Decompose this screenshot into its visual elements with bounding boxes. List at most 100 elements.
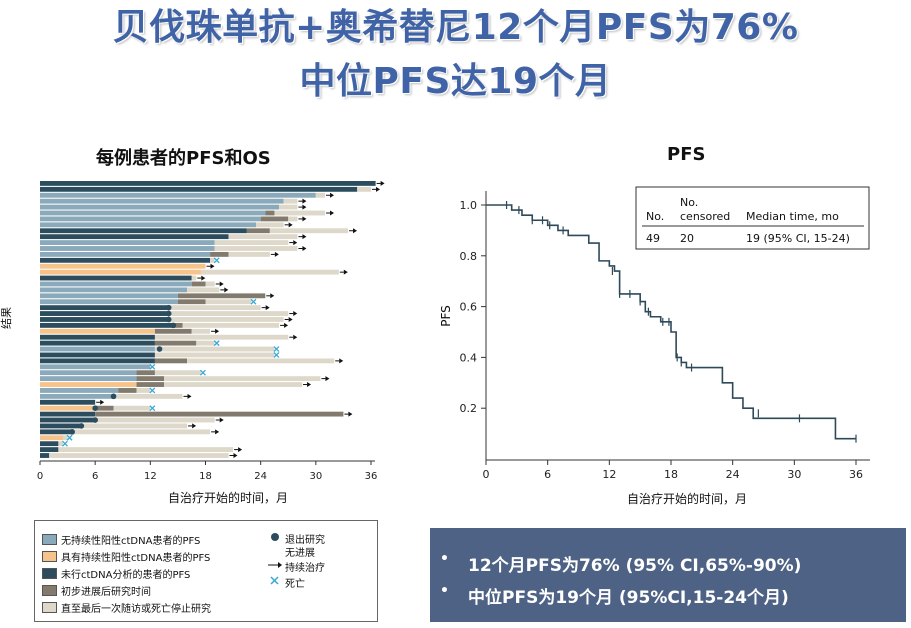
followup-bar xyxy=(357,186,371,192)
patient-row xyxy=(40,429,220,435)
followup-bar xyxy=(214,246,298,251)
swimmer-x-tick-label: 30 xyxy=(309,471,322,482)
patient-row xyxy=(40,251,279,257)
pfs-bar xyxy=(40,358,155,364)
pfs-bar xyxy=(40,281,192,287)
pfs-bar xyxy=(40,305,169,311)
followup-bar xyxy=(191,328,211,334)
post-progression-bar xyxy=(154,358,188,364)
pfs-bar xyxy=(40,181,376,186)
pfs-bar xyxy=(40,234,229,240)
ongoing-arrow xyxy=(288,316,293,322)
pfs-bar xyxy=(40,275,192,281)
post-progression-bar xyxy=(136,370,155,376)
ongoing-arrow xyxy=(307,382,312,388)
ongoing-arrow xyxy=(293,311,298,317)
patient-row xyxy=(40,269,348,275)
followup-bar xyxy=(58,447,234,453)
withdrawn-marker xyxy=(110,393,117,400)
ongoing-arrow xyxy=(302,245,307,251)
swimmer-chart-title: 每例患者的PFS和OS xyxy=(96,148,271,169)
swimmer-x-tick-label: 0 xyxy=(37,471,43,482)
post-progression-bar xyxy=(177,293,266,299)
patient-row xyxy=(40,222,293,228)
ongoing-arrow xyxy=(330,192,335,198)
patient-row xyxy=(40,298,257,305)
legend-swatch-neg xyxy=(42,534,57,545)
pfs-bar xyxy=(40,346,155,352)
withdrawn-marker xyxy=(165,316,172,323)
legend-label-post: 初步进展后研究时间 xyxy=(61,587,151,598)
patient-row xyxy=(40,210,335,216)
patient-row xyxy=(40,440,68,447)
followup-bar xyxy=(187,287,220,293)
patient-row xyxy=(40,376,330,382)
followup-bar xyxy=(210,257,215,263)
ongoing-arrow xyxy=(302,198,307,204)
followup-bar xyxy=(113,405,151,411)
legend-marker-withdrawn-2: 无进展 xyxy=(285,544,315,559)
followup-bar xyxy=(274,210,326,216)
death-marker xyxy=(213,340,220,347)
patient-row xyxy=(40,393,192,399)
ongoing-arrow xyxy=(353,228,358,234)
legend-label-pos: 具有持续性阳性ctDNA患者的PFS xyxy=(61,553,211,564)
patient-row xyxy=(40,423,197,429)
post-progression-bar xyxy=(177,299,206,305)
patient-row xyxy=(40,351,280,358)
ongoing-arrow xyxy=(210,263,215,269)
followup-bar xyxy=(191,275,197,281)
withdrawn-marker xyxy=(156,346,163,352)
pfs-bar xyxy=(40,382,137,387)
patient-row xyxy=(40,399,105,405)
ongoing-arrow xyxy=(215,429,220,435)
ongoing-arrow xyxy=(265,305,270,311)
ongoing-arrow xyxy=(293,240,298,246)
followup-bar xyxy=(154,346,275,352)
km-curve-pfs xyxy=(486,204,856,440)
followup-bar xyxy=(279,204,298,210)
km-x-tick-label: 24 xyxy=(726,468,740,481)
followup-bar xyxy=(154,334,289,340)
ongoing-arrow xyxy=(288,222,293,228)
legend-marker-ongoing: 持续治疗 xyxy=(285,559,325,574)
patient-row xyxy=(40,346,280,353)
legend-item-neg: 无持续性阳性ctDNA患者的PFS xyxy=(42,532,200,547)
legend-marker-withdrawn-label2: 无进展 xyxy=(285,548,315,559)
withdrawn-marker xyxy=(92,417,98,423)
patient-row xyxy=(40,180,385,186)
legend-label-na: 未行ctDNA分析的患者的PFS xyxy=(61,570,191,581)
km-inset-table xyxy=(635,186,870,250)
followup-bar xyxy=(228,251,270,257)
ongoing-arrow xyxy=(376,186,380,192)
swimmer-xlabel: 自治疗开始的时间，月 xyxy=(168,490,288,505)
patient-row xyxy=(40,453,238,459)
death-marker xyxy=(149,405,156,412)
x-mark-icon xyxy=(270,576,279,585)
km-x-tick-label: 18 xyxy=(664,468,678,481)
followup-bar xyxy=(136,388,151,393)
followup-bar xyxy=(182,322,280,328)
post-progression-bar xyxy=(154,340,197,346)
legend-marker-withdrawn-label: 退出研究 xyxy=(285,535,325,546)
patient-row xyxy=(40,192,335,198)
post-progression-bar xyxy=(210,251,229,257)
pfs-bar xyxy=(40,263,206,269)
ongoing-arrow xyxy=(270,293,275,299)
patient-row xyxy=(40,275,206,281)
km-y-tick-label: 1.0 xyxy=(460,199,478,212)
patient-row xyxy=(40,263,215,269)
km-table-h-censored-2: censored xyxy=(680,210,730,223)
post-progression-bar xyxy=(173,322,183,328)
ongoing-arrow xyxy=(274,251,279,257)
patient-row xyxy=(40,216,307,222)
ongoing-arrow xyxy=(348,411,353,417)
km-y-tick-label: 0.6 xyxy=(460,301,478,314)
swimmer-x-tick-label: 12 xyxy=(144,471,157,482)
legend-marker-ongoing-label: 持续治疗 xyxy=(285,563,325,574)
arrow-icon xyxy=(268,562,282,568)
pfs-bar xyxy=(40,240,215,245)
pfs-bar xyxy=(40,340,155,346)
slide-title-line2: 中位PFS达19个月 xyxy=(299,61,612,102)
